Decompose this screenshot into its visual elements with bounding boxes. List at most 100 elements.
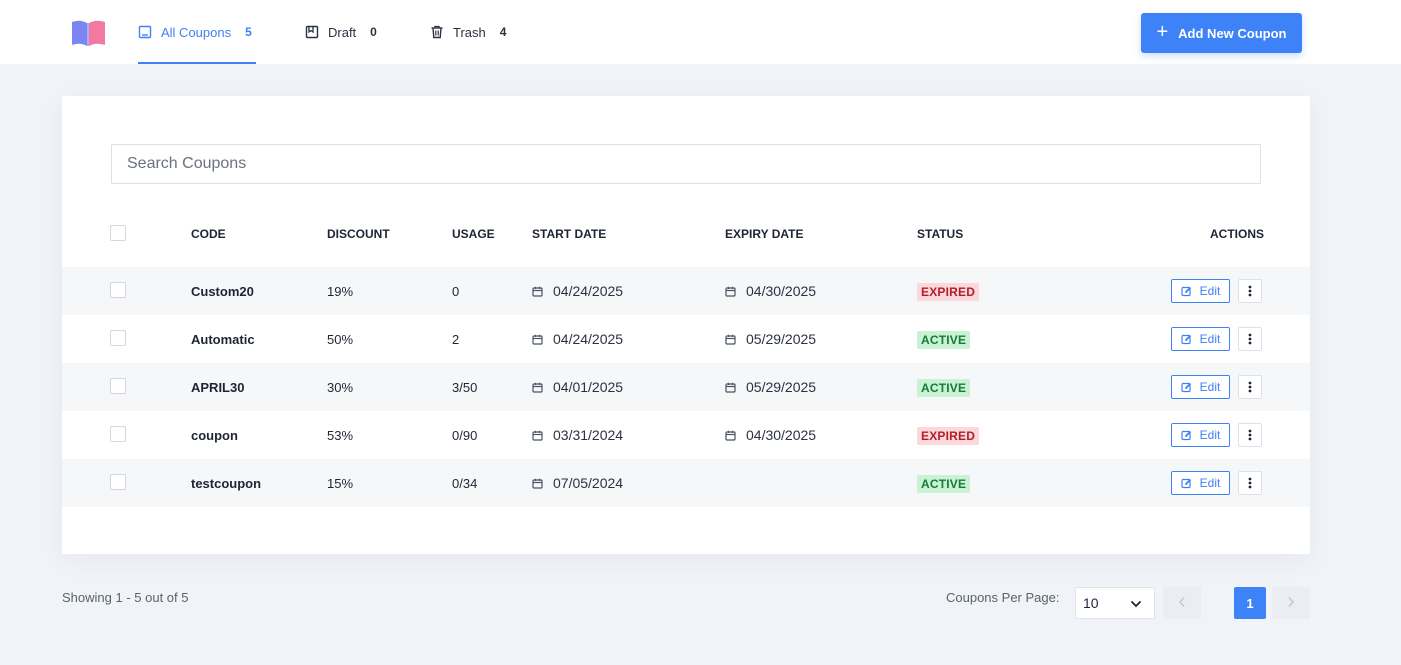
coupon-code: Automatic [191, 331, 255, 347]
per-page-label: Coupons Per Page: [946, 590, 1060, 605]
edit-button[interactable]: Edit [1171, 375, 1230, 399]
calendar-icon [725, 382, 736, 393]
status-badge: EXPIRED [917, 427, 980, 445]
column-header-status: STATUS [917, 227, 964, 241]
more-vertical-icon [1248, 429, 1252, 441]
start-date-cell: 03/31/2024 [532, 411, 623, 459]
more-vertical-icon [1248, 381, 1252, 393]
table-row: Custom20 19% 0 04/24/2025 04/30/2025 EXPIRED E… [62, 267, 1310, 315]
row-checkbox[interactable] [110, 378, 126, 394]
edit-button[interactable]: Edit [1171, 279, 1230, 303]
more-actions-button[interactable] [1238, 279, 1262, 303]
edit-label: Edit [1199, 284, 1221, 298]
per-page-select[interactable]: 10 [1075, 587, 1155, 619]
column-header-usage: USAGE [452, 227, 495, 241]
tab-label: All Coupons [161, 24, 232, 40]
tab-count: 5 [245, 25, 252, 39]
coupon-discount: 19% [327, 283, 354, 299]
per-page-value: 10 [1083, 595, 1099, 611]
edit-icon [1181, 334, 1192, 345]
table-row: coupon 53% 0/90 03/31/2024 04/30/2025 EXPIRED… [62, 411, 1310, 459]
draft-icon [305, 25, 319, 39]
column-header-code: CODE [191, 227, 226, 241]
row-checkbox[interactable] [110, 282, 126, 298]
coupon-usage: 3/50 [452, 379, 478, 395]
calendar-icon [725, 430, 736, 441]
edit-icon [1181, 382, 1192, 393]
expiry-date: 05/29/2025 [746, 379, 817, 395]
tab-label: Draft [328, 24, 357, 40]
column-header-expiry-date: EXPIRY DATE [725, 227, 804, 241]
next-page-button[interactable] [1272, 587, 1310, 619]
expiry-date-cell: 05/29/2025 [725, 315, 816, 363]
more-actions-button[interactable] [1238, 471, 1262, 495]
tab-count: 4 [499, 25, 507, 39]
start-date: 04/01/2025 [553, 379, 624, 395]
edit-button[interactable]: Edit [1171, 327, 1230, 351]
list-icon [138, 25, 152, 39]
previous-page-button[interactable] [1163, 587, 1201, 619]
trash-icon [430, 25, 444, 39]
chevron-right-icon [1287, 596, 1295, 611]
tab-label: Trash [453, 24, 486, 40]
column-header-discount: DISCOUNT [327, 227, 390, 241]
edit-button[interactable]: Edit [1171, 471, 1230, 495]
start-date: 03/31/2024 [553, 427, 624, 443]
coupon-code: Custom20 [191, 283, 254, 299]
table-row: APRIL30 30% 3/50 04/01/2025 05/29/2025 ACTIVE… [62, 363, 1310, 411]
coupon-discount: 50% [327, 331, 354, 347]
calendar-icon [532, 334, 543, 345]
start-date: 07/05/2024 [553, 475, 624, 491]
row-checkbox[interactable] [110, 474, 126, 490]
edit-label: Edit [1199, 428, 1221, 442]
edit-icon [1181, 430, 1192, 441]
tab-all-coupons[interactable]: All Coupons 5 [138, 0, 256, 64]
select-all-checkbox[interactable] [110, 225, 126, 241]
column-header-start-date: START DATE [532, 227, 607, 241]
table-header: CODE DISCOUNT USAGE START DATE EXPIRY DA… [62, 212, 1310, 256]
edit-icon [1181, 478, 1192, 489]
plus-icon: + [1156, 21, 1169, 43]
expiry-date-cell: 04/30/2025 [725, 411, 816, 459]
book-logo-icon [70, 18, 106, 48]
coupon-discount: 30% [327, 379, 354, 395]
start-date-cell: 07/05/2024 [532, 459, 623, 507]
calendar-icon [725, 286, 736, 297]
search-input[interactable] [111, 144, 1261, 184]
coupon-usage: 0/34 [452, 475, 478, 491]
tab-draft[interactable]: Draft 0 [305, 0, 377, 64]
add-button-label: Add New Coupon [1178, 25, 1287, 41]
chevron-left-icon [1178, 596, 1186, 611]
tab-count: 0 [370, 25, 377, 39]
tab-trash[interactable]: Trash 4 [430, 0, 506, 64]
row-checkbox[interactable] [110, 330, 126, 346]
coupon-code: coupon [191, 427, 238, 443]
top-bar: All Coupons 5 Draft 0 Trash 4 + Add New … [0, 0, 1401, 64]
calendar-icon [532, 478, 543, 489]
start-date: 04/24/2025 [553, 283, 624, 299]
table-row: Automatic 50% 2 04/24/2025 05/29/2025 ACTIVE E… [62, 315, 1310, 363]
start-date-cell: 04/24/2025 [532, 267, 623, 315]
more-vertical-icon [1248, 477, 1252, 489]
more-vertical-icon [1248, 333, 1252, 345]
calendar-icon [725, 334, 736, 345]
edit-button[interactable]: Edit [1171, 423, 1230, 447]
expiry-date: 04/30/2025 [746, 427, 817, 443]
table-row: testcoupon 15% 0/34 07/05/2024 ACTIVE Edit [62, 459, 1310, 507]
more-actions-button[interactable] [1238, 423, 1262, 447]
more-vertical-icon [1248, 285, 1252, 297]
more-actions-button[interactable] [1238, 375, 1262, 399]
expiry-date-cell: 05/29/2025 [725, 363, 816, 411]
add-new-coupon-button[interactable]: + Add New Coupon [1141, 13, 1302, 53]
column-header-actions: ACTIONS [1210, 227, 1264, 241]
status-badge: ACTIVE [917, 331, 971, 349]
status-badge: EXPIRED [917, 283, 980, 301]
more-actions-button[interactable] [1238, 327, 1262, 351]
showing-count: Showing 1 - 5 out of 5 [62, 590, 189, 605]
calendar-icon [532, 382, 543, 393]
row-checkbox[interactable] [110, 426, 126, 442]
start-date-cell: 04/24/2025 [532, 315, 623, 363]
coupon-discount: 15% [327, 475, 354, 491]
page-number-button[interactable]: 1 [1234, 587, 1266, 619]
status-badge: ACTIVE [917, 379, 971, 397]
